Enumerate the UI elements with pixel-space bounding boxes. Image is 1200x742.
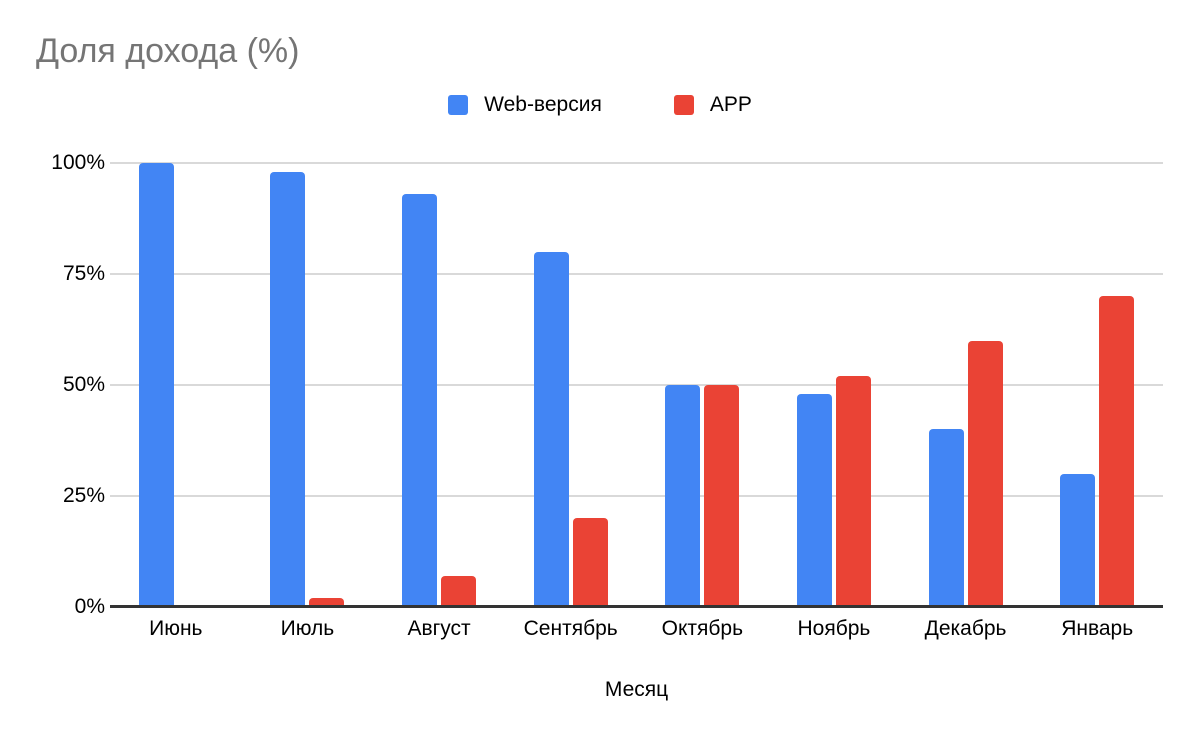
y-tick-label: 0% bbox=[74, 595, 105, 618]
gridline bbox=[110, 273, 1163, 275]
chart-title: Доля дохода (%) bbox=[36, 32, 300, 70]
legend-label-app: APP bbox=[709, 93, 752, 116]
bar-group bbox=[637, 163, 769, 607]
bar bbox=[309, 598, 345, 607]
bar bbox=[928, 429, 964, 607]
bar bbox=[704, 385, 740, 607]
bar bbox=[665, 385, 701, 607]
x-tick-label: Август bbox=[407, 617, 471, 640]
legend-label-web: Web-версия bbox=[484, 93, 602, 116]
bar bbox=[572, 518, 608, 607]
legend-item-app: APP bbox=[673, 93, 752, 117]
bar bbox=[967, 340, 1003, 607]
y-tick-label: 50% bbox=[62, 373, 105, 396]
bar-group bbox=[900, 163, 1032, 607]
gridline bbox=[110, 162, 1163, 164]
gridline bbox=[110, 384, 1163, 386]
x-tick-label: Июнь bbox=[149, 617, 203, 640]
legend: Web-версия APP bbox=[0, 93, 1200, 117]
y-tick-label: 75% bbox=[62, 262, 105, 285]
legend-item-web: Web-версия bbox=[448, 93, 602, 117]
x-tick-label: Сентябрь bbox=[523, 617, 618, 640]
bar-group bbox=[110, 163, 242, 607]
legend-swatch-app bbox=[673, 95, 694, 115]
bar bbox=[1099, 296, 1135, 607]
bar-group bbox=[1031, 163, 1163, 607]
x-axis-line bbox=[110, 605, 1163, 608]
y-tick-label: 100% bbox=[51, 151, 105, 174]
bar-group bbox=[373, 163, 505, 607]
bar-groups bbox=[110, 163, 1163, 607]
bar bbox=[796, 393, 832, 607]
bar bbox=[1060, 473, 1096, 607]
x-tick-label: Ноябрь bbox=[797, 617, 871, 640]
y-tick-label: 25% bbox=[62, 484, 105, 507]
bar bbox=[835, 376, 871, 607]
bar bbox=[138, 163, 174, 607]
bar-group bbox=[505, 163, 637, 607]
bar-group bbox=[242, 163, 374, 607]
x-axis-labels: Июнь Июль Август Сентябрь Октябрь Ноябрь Декаб… bbox=[110, 617, 1163, 641]
plot-area bbox=[110, 162, 1163, 608]
x-tick-label: Октябрь bbox=[661, 617, 744, 640]
legend-swatch-web bbox=[448, 95, 469, 115]
x-tick-label: Декабрь bbox=[924, 617, 1007, 640]
bar bbox=[402, 194, 438, 607]
x-axis-title: Месяц bbox=[604, 678, 669, 701]
gridline bbox=[110, 495, 1163, 497]
bar bbox=[533, 251, 569, 607]
x-tick-label: Июль bbox=[280, 617, 335, 640]
bar-group bbox=[768, 163, 900, 607]
bar bbox=[270, 171, 306, 607]
bar bbox=[441, 575, 477, 607]
x-tick-label: Январь bbox=[1061, 617, 1134, 640]
